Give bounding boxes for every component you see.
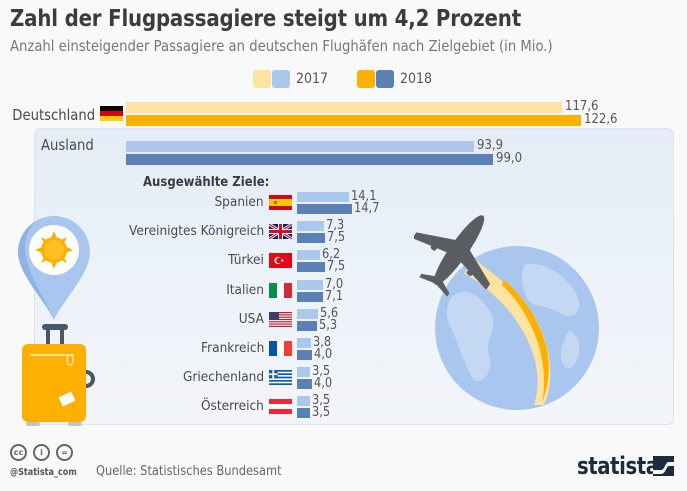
value-label: 7,0 (324, 276, 344, 292)
destination-label-türkei: Türkei (228, 252, 264, 269)
value-label: 93,9 (477, 138, 504, 153)
bar-ausland-2018[interactable] (126, 154, 494, 165)
chart-title: Zahl der Flugpassagiere steigt um 4,2 Pr… (10, 6, 522, 32)
bar-griechenland-2018[interactable] (297, 379, 312, 390)
legend-swatch-2017-blue (272, 70, 290, 88)
value-label: 117,6 (565, 99, 599, 114)
value-label: 3,5 (311, 393, 331, 409)
destination-label-frankreich: Frankreich (200, 340, 264, 356)
statista-logo-icon (653, 456, 674, 481)
france-flag-icon (269, 341, 292, 356)
bar-vereinigtes-königreich-2018[interactable] (297, 233, 325, 244)
source-note: Quelle: Statistisches Bundesamt (96, 464, 282, 479)
statista-logo[interactable]: statista (577, 452, 659, 480)
uk-flag-icon (269, 224, 292, 240)
value-label: 99,0 (496, 151, 523, 166)
no-derivatives-icon[interactable]: = (56, 444, 73, 461)
value-label: 3,8 (313, 335, 332, 350)
value-label: 7,5 (326, 230, 346, 246)
bar-deutschland-2017[interactable] (126, 102, 563, 113)
bar-frankreich-2018[interactable] (297, 350, 312, 360)
value-label: 4,0 (313, 347, 333, 362)
destination-label-italien: Italien (226, 281, 264, 298)
bar-griechenland-2017[interactable] (297, 367, 310, 378)
bar-usa-2017[interactable] (297, 308, 318, 319)
value-label: 14,1 (351, 189, 377, 204)
value-label: 14,7 (353, 201, 380, 216)
chart-subtitle: Anzahl einsteigender Passagiere an deuts… (10, 37, 553, 55)
value-label: 5,3 (318, 317, 337, 333)
value-label: 7,1 (325, 288, 344, 304)
value-label: 4,0 (313, 376, 333, 392)
value-label: 5,6 (319, 305, 338, 321)
globe-airplane-icon (412, 205, 604, 420)
selected-destinations-heading: Ausgewählte Ziele: (143, 175, 270, 190)
italy-flag-icon (269, 282, 292, 298)
value-label: 122,6 (583, 112, 618, 127)
legend-label-2018: 2018 (400, 71, 433, 87)
destination-label-spanien: Spanien (214, 194, 264, 210)
usa-flag-icon (269, 311, 292, 327)
bar-spanien-2018[interactable] (297, 204, 352, 214)
attribution-icon[interactable]: i (33, 444, 50, 461)
legend-swatch-2017-yellow (253, 70, 271, 88)
bar-italien-2017[interactable] (297, 279, 323, 290)
destination-label-griechenland: Griechenland (182, 369, 264, 386)
value-label: 7,5 (326, 259, 346, 275)
turkey-flag-icon (269, 253, 292, 269)
greece-flag-icon (269, 370, 292, 386)
bar-usa-2018[interactable] (297, 320, 317, 331)
value-label: 7,3 (326, 218, 345, 234)
bar-deutschland-2018[interactable] (126, 115, 581, 126)
legend-swatch-2018-blue (376, 70, 394, 88)
bar-vereinigtes-königreich-2017[interactable] (297, 221, 325, 232)
bar-österreich-2018[interactable] (297, 408, 310, 419)
austria-flag-icon (269, 399, 292, 415)
statista-handle-link[interactable]: @Statista_com (10, 467, 77, 478)
destination-label-usa: USA (238, 310, 264, 327)
cc-license-icon[interactable]: cc (10, 444, 27, 461)
value-label: 3,5 (311, 364, 331, 380)
value-label: 3,5 (311, 405, 331, 421)
category-label-ausland: Ausland (41, 136, 94, 154)
bar-spanien-2017[interactable] (297, 192, 350, 202)
value-label: 6,2 (322, 247, 341, 263)
spain-flag-icon (269, 195, 292, 210)
destination-label-vereinigtes-königreich: Vereinigtes Königreich (128, 223, 264, 240)
location-pin-sun-icon (16, 212, 96, 327)
suitcase-icon (20, 322, 102, 431)
bar-ausland-2017[interactable] (126, 141, 475, 152)
bar-türkei-2017[interactable] (297, 250, 320, 261)
bar-türkei-2018[interactable] (297, 262, 325, 273)
bar-österreich-2017[interactable] (297, 396, 310, 407)
bar-frankreich-2017[interactable] (297, 338, 312, 348)
legend-swatch-2018-yellow (357, 70, 375, 88)
bar-italien-2018[interactable] (297, 291, 324, 302)
germany-flag-icon (100, 106, 123, 121)
category-label-deutschland: Deutschland (12, 106, 95, 124)
destination-label-österreich: Österreich (201, 398, 264, 415)
legend-label-2017: 2017 (296, 71, 329, 87)
